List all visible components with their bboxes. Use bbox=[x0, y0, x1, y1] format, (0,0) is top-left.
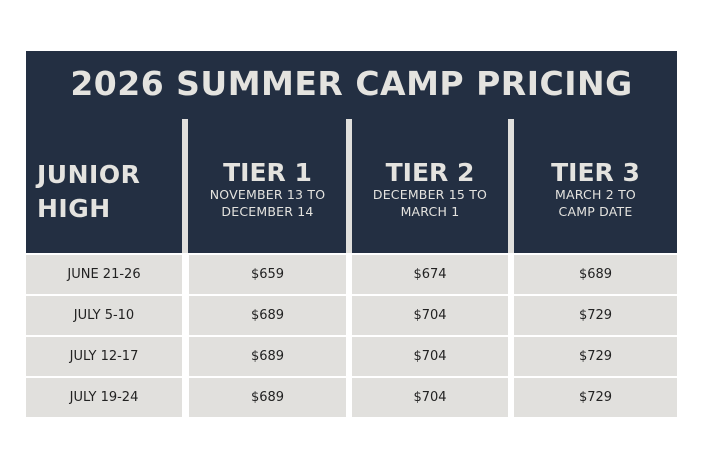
price-cell: $689 bbox=[514, 255, 677, 294]
column-divider bbox=[346, 119, 352, 253]
price-cell: $704 bbox=[352, 337, 508, 376]
header-line: HIGH bbox=[37, 194, 111, 223]
page-title: 2026 SUMMER CAMP PRICING bbox=[70, 64, 633, 103]
column-divider bbox=[182, 119, 188, 253]
price-cell: $729 bbox=[514, 296, 677, 335]
week-cell: JULY 5-10 bbox=[26, 296, 182, 335]
tier-3-header: TIER 3 MARCH 2 TO CAMP DATE bbox=[514, 160, 677, 220]
price-cell: $729 bbox=[514, 337, 677, 376]
tier-dates: NOVEMBER 13 TO bbox=[209, 187, 326, 202]
tier-dates: DECEMBER 15 TO bbox=[372, 187, 488, 202]
column-divider bbox=[508, 119, 514, 253]
tier-2-header: TIER 2 DECEMBER 15 TO MARCH 1 bbox=[352, 160, 508, 220]
junior-high-header: JUNIOR HIGH bbox=[37, 158, 140, 226]
tier-label: TIER 3 bbox=[551, 158, 640, 187]
price-cell: $729 bbox=[514, 378, 677, 417]
price-cell: $704 bbox=[352, 378, 508, 417]
tier-dates: MARCH 1 bbox=[400, 204, 460, 219]
header-line: JUNIOR bbox=[37, 160, 141, 189]
tier-dates: CAMP DATE bbox=[558, 204, 633, 219]
week-cell: JUNE 21-26 bbox=[26, 255, 182, 294]
tier-dates: MARCH 2 TO bbox=[555, 187, 636, 202]
price-cell: $659 bbox=[189, 255, 346, 294]
tier-label: TIER 2 bbox=[385, 158, 475, 187]
price-cell: $689 bbox=[189, 296, 346, 335]
tier-dates: DECEMBER 14 bbox=[221, 204, 314, 219]
price-cell: $704 bbox=[352, 296, 508, 335]
tier-label: TIER 1 bbox=[223, 158, 312, 187]
price-cell: $689 bbox=[189, 378, 346, 417]
tier-1-header: TIER 1 NOVEMBER 13 TO DECEMBER 14 bbox=[189, 160, 346, 220]
price-cell: $689 bbox=[189, 337, 346, 376]
price-cell: $674 bbox=[352, 255, 508, 294]
week-cell: JULY 12-17 bbox=[26, 337, 182, 376]
week-cell: JULY 19-24 bbox=[26, 378, 182, 417]
